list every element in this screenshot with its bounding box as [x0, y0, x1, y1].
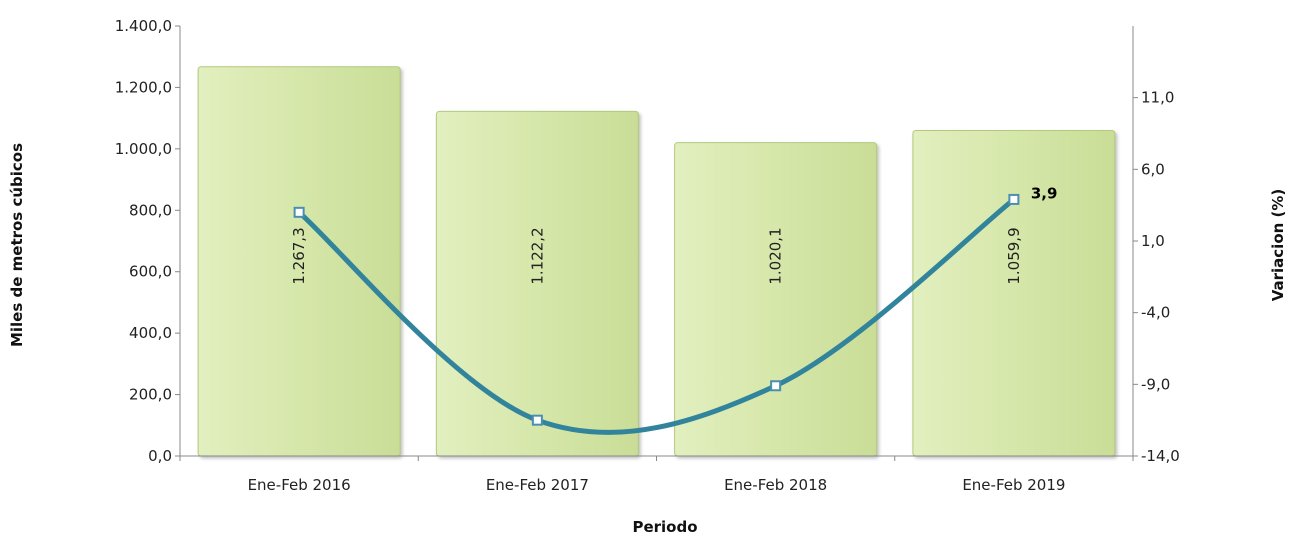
bar — [912, 129, 1116, 457]
bar-data-label: 1.122,2 — [528, 227, 546, 284]
line-point-marker — [1008, 193, 1020, 205]
line-point-marker — [770, 380, 782, 392]
bar-series — [197, 66, 1116, 457]
line-point-marker — [531, 414, 543, 426]
y-tick-label-right: -9,0 — [1141, 375, 1170, 393]
axes: 0,0 200,0 400,0 600,0 800,0 1.000,0 1.200,0 1.4… — [115, 17, 1180, 494]
bar-data-label: 1.059,9 — [1005, 227, 1023, 284]
y-axis-title-right: Variacion (%) — [1269, 189, 1287, 302]
y-tick-label-left: 600,0 — [129, 263, 172, 281]
line-point-marker — [293, 206, 305, 218]
line-data-label: 3,9 — [1031, 184, 1058, 202]
y-tick-label-left: 0,0 — [148, 447, 172, 465]
y-tick-label-left: 200,0 — [129, 386, 172, 404]
bar-data-label: 1.267,3 — [290, 227, 308, 284]
y-tick-label-right: -4,0 — [1141, 304, 1170, 322]
y-tick-label-left: 800,0 — [129, 201, 172, 219]
y-axis-title-left: Miles de metros cúbicos — [8, 143, 26, 347]
labels: 1.267,3 1.122,2 1.020,1 1.059,9 3,9 — [290, 184, 1057, 284]
y-tick-label-left: 1.000,0 — [115, 140, 172, 158]
variation-line — [296, 196, 1017, 435]
y-tick-label-left: 1.200,0 — [115, 78, 172, 96]
x-axis-title: Periodo — [632, 518, 697, 536]
bar-data-label: 1.020,1 — [767, 227, 785, 284]
x-tick-label: Ene-Feb 2018 — [724, 476, 827, 494]
line-series — [293, 193, 1020, 435]
x-tick-label: Ene-Feb 2019 — [962, 476, 1065, 494]
x-tick-label: Ene-Feb 2017 — [486, 476, 589, 494]
bar — [674, 142, 878, 457]
y-tick-label-left: 400,0 — [129, 324, 172, 342]
y-tick-label-right: -14,0 — [1141, 447, 1180, 465]
y-tick-label-left: 1.400,0 — [115, 17, 172, 35]
y-tick-label-right: 11,0 — [1141, 89, 1174, 107]
x-tick-label: Ene-Feb 2016 — [248, 476, 351, 494]
y-tick-label-right: 6,0 — [1141, 160, 1165, 178]
y-tick-label-right: 1,0 — [1141, 232, 1165, 250]
